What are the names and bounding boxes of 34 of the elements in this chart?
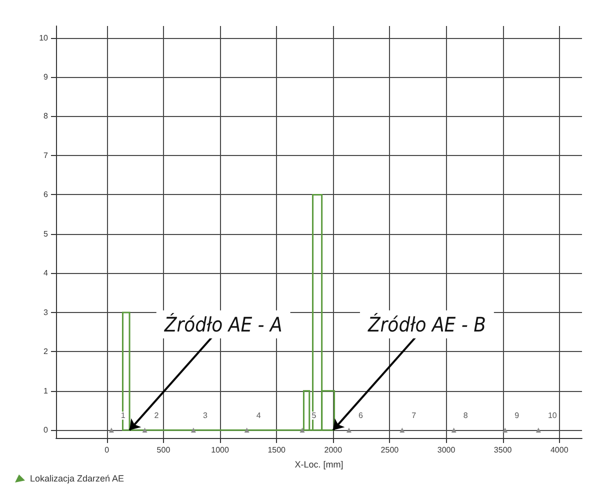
annotation: 9 [514, 411, 520, 420]
y-tick-label: 8 [44, 112, 49, 121]
y-tick-label: 3 [44, 308, 49, 317]
x-tick-label: 0 [104, 446, 110, 454]
annotation: 6 [358, 411, 364, 420]
y-tick-label: 6 [44, 190, 49, 200]
x-tick-label: 4000 [550, 446, 569, 454]
x-tick-label: 1000 [211, 446, 230, 454]
annotation: Źródło AE - B [366, 312, 486, 336]
x-tick-label: 1500 [268, 446, 286, 454]
x-tick-label: 3500 [494, 446, 512, 454]
annotation: 1 [120, 411, 126, 420]
annotation: 4 [256, 411, 262, 420]
annotation: Źródło AE - A [163, 312, 282, 336]
legend-label: Lokalizacja Zdarzeń AE [30, 474, 124, 484]
annotation: 10 [548, 411, 558, 420]
x-tick-label: 3000 [437, 446, 456, 454]
y-tick-label: 4 [44, 268, 49, 278]
y-tick-label: 0 [44, 426, 49, 435]
x-tick-label: 2000 [324, 446, 343, 454]
y-tick-label: 7 [44, 150, 49, 160]
x-axis-title: X-Loc. [mm] [294, 460, 344, 470]
y-tick-label: 2 [44, 347, 49, 356]
annotation: 7 [412, 411, 417, 420]
annotation: 5 [312, 411, 317, 420]
annotation: 2 [154, 411, 160, 420]
y-tick-label: 10 [39, 33, 49, 42]
y-tick-label: 5 [44, 229, 49, 238]
y-tick-label: 9 [44, 72, 49, 82]
annotation: 8 [463, 411, 468, 420]
annotation: 3 [202, 411, 208, 420]
x-tick-label: 500 [156, 446, 171, 454]
y-tick-label: 1 [44, 386, 49, 396]
x-tick-label: 2500 [380, 446, 400, 454]
